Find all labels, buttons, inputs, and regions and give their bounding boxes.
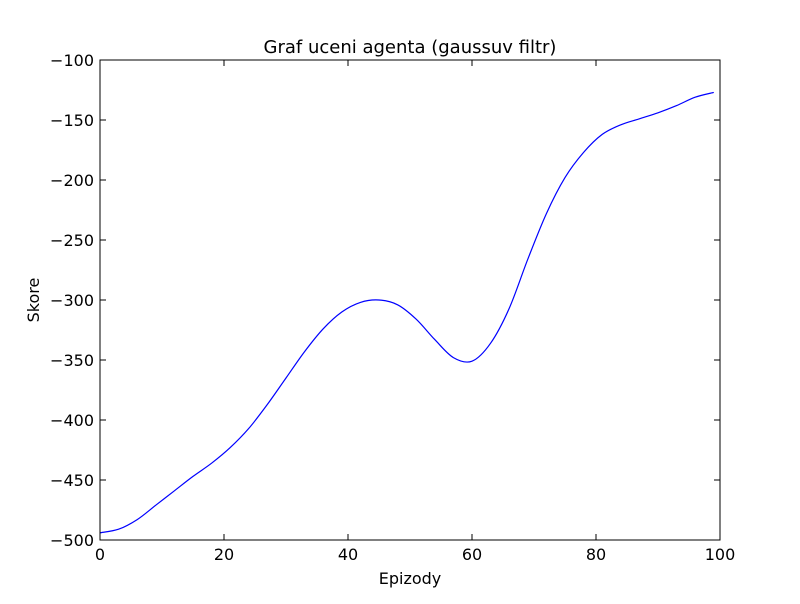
y-tick-label: −300 [50,291,94,310]
x-tick-label: 20 [214,545,234,564]
y-tick-label: −200 [50,171,94,190]
y-axis-label: Skore [24,278,43,323]
plot-frame [99,59,721,541]
x-axis-label: Epizody [379,569,442,588]
y-tick-label: −100 [50,51,94,70]
ticks-layer: 0 20 40 60 80 100 −500 −450 −400 −350 −300 −250 −200… [50,51,735,564]
x-tick-label: 40 [338,545,358,564]
x-tick-label: 100 [705,545,736,564]
series-line [99,91,714,534]
y-tick-label: −400 [50,411,94,430]
x-tick-label: 80 [586,545,606,564]
y-tick-label: −150 [50,111,94,130]
x-tick-label: 60 [462,545,482,564]
chart-title: Graf uceni agenta (gaussuv filtr) [264,37,557,58]
x-tick-label: 0 [95,545,105,564]
series-layer [99,91,714,534]
y-tick-label: −350 [50,351,94,370]
y-tick-label: −500 [50,531,94,550]
y-tick-label: −250 [50,231,94,250]
y-tick-label: −450 [50,471,94,490]
